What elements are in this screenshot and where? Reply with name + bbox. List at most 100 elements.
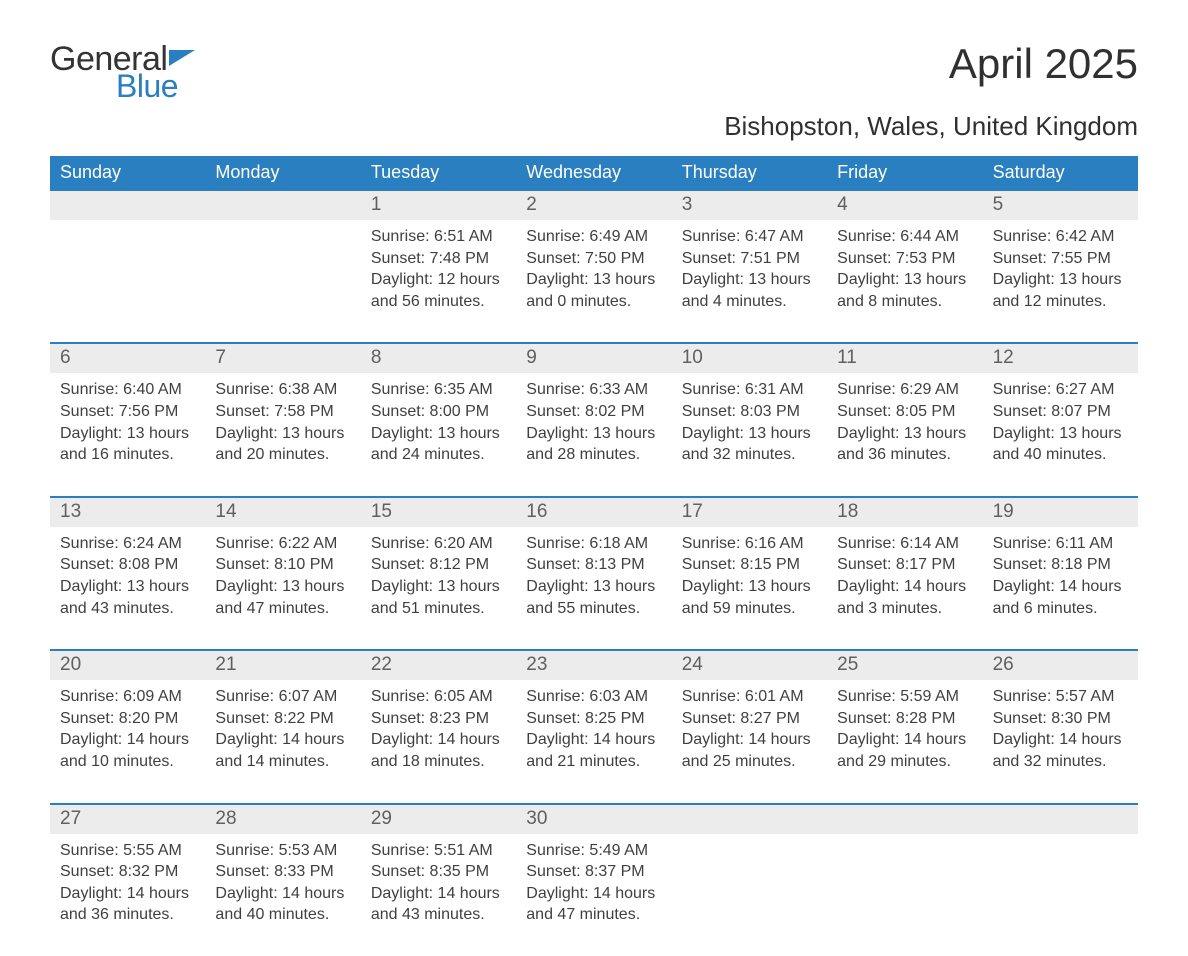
day-cell: Sunrise: 6:49 AMSunset: 7:50 PMDaylight:… <box>516 220 671 342</box>
daylight-text-1: Daylight: 13 hours <box>371 576 506 598</box>
day-number: 21 <box>205 651 360 680</box>
sunset-text: Sunset: 8:30 PM <box>993 708 1128 730</box>
day-number: 5 <box>983 191 1138 220</box>
sunrise-text: Sunrise: 6:22 AM <box>215 533 350 555</box>
sunset-text: Sunset: 8:00 PM <box>371 401 506 423</box>
sunset-text: Sunset: 8:02 PM <box>526 401 661 423</box>
daylight-text-1: Daylight: 13 hours <box>215 576 350 598</box>
day-cell: Sunrise: 6:14 AMSunset: 8:17 PMDaylight:… <box>827 527 982 649</box>
daylight-text-2: and 36 minutes. <box>60 904 195 926</box>
day-cell: Sunrise: 6:22 AMSunset: 8:10 PMDaylight:… <box>205 527 360 649</box>
day-number: 24 <box>672 651 827 680</box>
sunset-text: Sunset: 8:17 PM <box>837 554 972 576</box>
day-cell: Sunrise: 6:51 AMSunset: 7:48 PMDaylight:… <box>361 220 516 342</box>
day-number: 25 <box>827 651 982 680</box>
sunset-text: Sunset: 8:18 PM <box>993 554 1128 576</box>
weekday-header: Thursday <box>672 156 827 191</box>
day-number <box>672 805 827 834</box>
daylight-text-1: Daylight: 13 hours <box>837 269 972 291</box>
page-title: April 2025 <box>949 40 1138 88</box>
daylight-text-1: Daylight: 13 hours <box>60 423 195 445</box>
sunrise-text: Sunrise: 6:16 AM <box>682 533 817 555</box>
sunrise-text: Sunrise: 6:42 AM <box>993 226 1128 248</box>
sunset-text: Sunset: 8:05 PM <box>837 401 972 423</box>
day-cell: Sunrise: 6:18 AMSunset: 8:13 PMDaylight:… <box>516 527 671 649</box>
sunset-text: Sunset: 8:28 PM <box>837 708 972 730</box>
day-cell: Sunrise: 6:29 AMSunset: 8:05 PMDaylight:… <box>827 373 982 495</box>
daylight-text-2: and 3 minutes. <box>837 598 972 620</box>
sunrise-text: Sunrise: 5:51 AM <box>371 840 506 862</box>
day-cell: Sunrise: 6:38 AMSunset: 7:58 PMDaylight:… <box>205 373 360 495</box>
daylight-text-1: Daylight: 14 hours <box>60 729 195 751</box>
daylight-text-2: and 16 minutes. <box>60 444 195 466</box>
sunset-text: Sunset: 8:23 PM <box>371 708 506 730</box>
day-number-row: 12345 <box>50 191 1138 220</box>
daylight-text-2: and 32 minutes. <box>682 444 817 466</box>
daylight-text-2: and 10 minutes. <box>60 751 195 773</box>
sunrise-text: Sunrise: 6:33 AM <box>526 379 661 401</box>
sunrise-text: Sunrise: 6:47 AM <box>682 226 817 248</box>
sunset-text: Sunset: 7:51 PM <box>682 248 817 270</box>
day-cell: Sunrise: 6:05 AMSunset: 8:23 PMDaylight:… <box>361 680 516 802</box>
sunset-text: Sunset: 7:48 PM <box>371 248 506 270</box>
day-number: 29 <box>361 805 516 834</box>
day-cell: Sunrise: 5:55 AMSunset: 8:32 PMDaylight:… <box>50 834 205 956</box>
day-number: 23 <box>516 651 671 680</box>
sunrise-text: Sunrise: 5:49 AM <box>526 840 661 862</box>
day-number: 18 <box>827 498 982 527</box>
day-cell <box>672 834 827 956</box>
daylight-text-1: Daylight: 14 hours <box>371 729 506 751</box>
location-label: Bishopston, Wales, United Kingdom <box>50 111 1138 142</box>
daylight-text-2: and 47 minutes. <box>215 598 350 620</box>
daylight-text-2: and 21 minutes. <box>526 751 661 773</box>
day-cell: Sunrise: 6:01 AMSunset: 8:27 PMDaylight:… <box>672 680 827 802</box>
day-cells-row: Sunrise: 6:09 AMSunset: 8:20 PMDaylight:… <box>50 680 1138 802</box>
daylight-text-2: and 28 minutes. <box>526 444 661 466</box>
day-number: 4 <box>827 191 982 220</box>
day-cell: Sunrise: 5:59 AMSunset: 8:28 PMDaylight:… <box>827 680 982 802</box>
daylight-text-1: Daylight: 13 hours <box>837 423 972 445</box>
sunrise-text: Sunrise: 6:09 AM <box>60 686 195 708</box>
sunrise-text: Sunrise: 6:29 AM <box>837 379 972 401</box>
daylight-text-1: Daylight: 12 hours <box>371 269 506 291</box>
day-cell: Sunrise: 5:49 AMSunset: 8:37 PMDaylight:… <box>516 834 671 956</box>
day-cell: Sunrise: 5:53 AMSunset: 8:33 PMDaylight:… <box>205 834 360 956</box>
sunrise-text: Sunrise: 6:14 AM <box>837 533 972 555</box>
sunrise-text: Sunrise: 6:51 AM <box>371 226 506 248</box>
day-cell: Sunrise: 6:33 AMSunset: 8:02 PMDaylight:… <box>516 373 671 495</box>
sunset-text: Sunset: 8:07 PM <box>993 401 1128 423</box>
sunrise-text: Sunrise: 6:18 AM <box>526 533 661 555</box>
daylight-text-2: and 55 minutes. <box>526 598 661 620</box>
daylight-text-2: and 47 minutes. <box>526 904 661 926</box>
day-cell: Sunrise: 6:42 AMSunset: 7:55 PMDaylight:… <box>983 220 1138 342</box>
sunset-text: Sunset: 8:32 PM <box>60 861 195 883</box>
day-number: 9 <box>516 344 671 373</box>
daylight-text-2: and 43 minutes. <box>60 598 195 620</box>
daylight-text-1: Daylight: 13 hours <box>526 269 661 291</box>
sunrise-text: Sunrise: 6:31 AM <box>682 379 817 401</box>
day-number <box>205 191 360 220</box>
daylight-text-2: and 12 minutes. <box>993 291 1128 313</box>
daylight-text-1: Daylight: 13 hours <box>526 576 661 598</box>
sunset-text: Sunset: 7:55 PM <box>993 248 1128 270</box>
daylight-text-1: Daylight: 14 hours <box>526 729 661 751</box>
day-number: 14 <box>205 498 360 527</box>
daylight-text-1: Daylight: 14 hours <box>526 883 661 905</box>
daylight-text-2: and 8 minutes. <box>837 291 972 313</box>
daylight-text-1: Daylight: 14 hours <box>371 883 506 905</box>
sunrise-text: Sunrise: 6:49 AM <box>526 226 661 248</box>
sunset-text: Sunset: 7:56 PM <box>60 401 195 423</box>
daylight-text-1: Daylight: 13 hours <box>682 269 817 291</box>
sunrise-text: Sunrise: 6:20 AM <box>371 533 506 555</box>
daylight-text-1: Daylight: 13 hours <box>682 576 817 598</box>
sunset-text: Sunset: 8:33 PM <box>215 861 350 883</box>
sunset-text: Sunset: 8:35 PM <box>371 861 506 883</box>
day-cell <box>205 220 360 342</box>
sunrise-text: Sunrise: 5:59 AM <box>837 686 972 708</box>
sunrise-text: Sunrise: 6:40 AM <box>60 379 195 401</box>
weekday-header-row: SundayMondayTuesdayWednesdayThursdayFrid… <box>50 156 1138 191</box>
day-number-row: 13141516171819 <box>50 498 1138 527</box>
sunrise-text: Sunrise: 6:44 AM <box>837 226 972 248</box>
daylight-text-2: and 14 minutes. <box>215 751 350 773</box>
day-number: 12 <box>983 344 1138 373</box>
